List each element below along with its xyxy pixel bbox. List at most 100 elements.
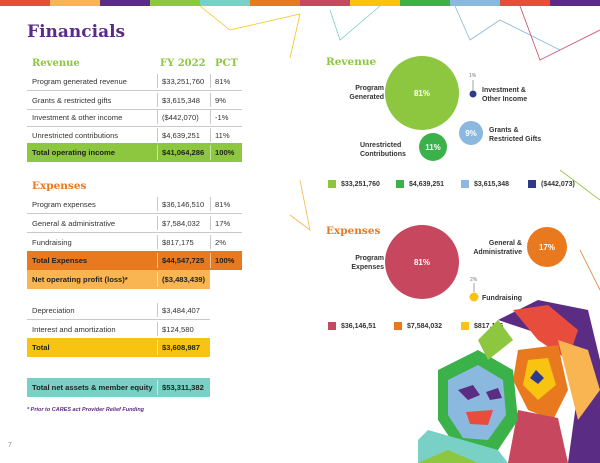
legend-item: $36,146,51 — [328, 322, 376, 330]
row-label: Grants & restricted gifts — [32, 96, 112, 105]
bubble-pct-label: 2% — [470, 277, 478, 283]
expense-row: General & administrative $7,584,032 17% — [27, 214, 242, 233]
legend-label: $4,639,251 — [409, 180, 445, 188]
row-pct: 17% — [215, 219, 231, 228]
revenue-chart-title: Revenue — [326, 56, 377, 68]
row-amount: $44,547,725 — [162, 256, 205, 265]
row-amount: $3,484,407 — [162, 306, 201, 315]
bubble-name-label: Program Expenses — [351, 255, 384, 271]
row-label: Program expenses — [32, 200, 96, 209]
row-amount: $4,639,251 — [162, 131, 201, 140]
row-pct: 81% — [215, 200, 231, 209]
footnote: * Prior to CARES act Provider Relief Fun… — [27, 407, 145, 413]
legend-label: $36,146,51 — [341, 322, 377, 330]
legend-label: ($442,073) — [541, 180, 575, 188]
expenses-bubble-fundraising — [469, 292, 479, 302]
row-amount: $33,251,760 — [162, 77, 205, 86]
row-amount: ($442,070) — [162, 113, 199, 122]
row-amount: $124,580 — [162, 325, 194, 334]
bubble-pct-label: 9% — [465, 129, 477, 138]
row-amount: $3,615,348 — [162, 96, 201, 105]
other-expense-row: Depreciation $3,484,407 — [27, 301, 210, 320]
other-total-row: Total $3,608,987 — [27, 338, 210, 357]
row-label: Total Expenses — [32, 256, 88, 265]
legend-label: $7,584,032 — [407, 322, 443, 330]
row-amount: $7,584,032 — [162, 219, 201, 228]
row-amount: $41,064,286 — [162, 148, 205, 157]
row-label: Total net assets & member equity — [32, 383, 153, 392]
row-label: Total operating income — [32, 148, 115, 157]
row-pct: -1% — [215, 113, 229, 122]
row-label: Total — [32, 343, 50, 352]
row-label: Net operating profit (loss)* — [32, 275, 128, 284]
bubble-pct-label: 17% — [538, 243, 555, 252]
revenue-bubble-investment — [469, 90, 477, 98]
bubble-pct-label: 11% — [425, 143, 441, 152]
row-amount: $53,311,382 — [162, 383, 204, 392]
bubble-pct-label: 81% — [413, 89, 430, 98]
legend-label: $817,175 — [474, 322, 504, 330]
row-amount: ($3,483,439) — [162, 275, 206, 284]
bubble-pct-label: 81% — [413, 258, 430, 267]
legend-swatch — [328, 180, 336, 188]
expenses-table-heading: Expenses — [32, 180, 87, 192]
bubble-name-label: Program Generated — [349, 85, 384, 101]
fy-column-heading: FY 2022 — [160, 58, 206, 69]
legend-swatch — [396, 180, 404, 188]
bubble-pct-label: 1% — [469, 73, 477, 79]
legend-item: $3,615,348 — [461, 180, 509, 188]
decorative-color-band — [0, 0, 600, 6]
row-label: Depreciation — [32, 306, 75, 315]
row-label: General & administrative — [32, 219, 116, 228]
row-pct: 100% — [215, 148, 235, 157]
row-label: Fundraising — [32, 238, 72, 247]
revenue-row: Investment & other income ($442,070) -1% — [27, 108, 242, 127]
legend-label: $3,615,348 — [474, 180, 510, 188]
row-label: Unrestricted contributions — [32, 131, 119, 140]
net-operating-row: Net operating profit (loss)* ($3,483,439… — [27, 270, 210, 289]
revenue-total-row: Total operating income $41,064,286 100% — [27, 143, 242, 162]
legend-swatch — [394, 322, 402, 330]
revenue-row: Program generated revenue $33,251,760 81… — [27, 72, 242, 91]
legend-item: $4,639,251 — [396, 180, 444, 188]
legend-item: ($442,073) — [528, 180, 575, 188]
revenue-row: Grants & restricted gifts $3,615,348 9% — [27, 91, 242, 110]
expenses-total-row: Total Expenses $44,547,725 100% — [27, 251, 242, 270]
bubble-name-label: Unrestricted Contributions — [360, 142, 406, 158]
legend-item: $7,584,032 — [394, 322, 442, 330]
row-label: Program generated revenue — [32, 77, 127, 86]
row-pct: 9% — [215, 96, 226, 105]
row-amount: $817,175 — [162, 238, 194, 247]
pop-art-portrait-illustration — [418, 300, 600, 463]
row-pct: 2% — [215, 238, 226, 247]
row-label: Investment & other income — [32, 113, 123, 122]
legend-swatch — [328, 322, 336, 330]
net-assets-row: Total net assets & member equity $53,311… — [27, 378, 210, 397]
row-label: Interest and amortization — [32, 325, 116, 334]
page-title: Financials — [27, 22, 126, 42]
legend-item: $817,175 — [461, 322, 503, 330]
legend-swatch — [528, 180, 536, 188]
row-amount: $3,608,987 — [162, 343, 201, 352]
row-pct: 11% — [215, 131, 230, 140]
pct-column-heading: PCT — [215, 58, 238, 69]
page-number: 7 — [8, 442, 12, 449]
revenue-bubble-program-generated — [385, 56, 459, 130]
expenses-bubble-program — [385, 225, 459, 299]
legend-label: $33,251,760 — [341, 180, 380, 188]
row-pct: 81% — [215, 77, 231, 86]
legend-swatch — [461, 322, 469, 330]
row-amount: $36,146,510 — [162, 200, 205, 209]
bubble-name-label: Fundraising — [482, 295, 523, 302]
legend-item: $33,251,760 — [328, 180, 380, 188]
expenses-bubble-general — [527, 227, 567, 267]
revenue-bubble-grants — [459, 121, 483, 145]
revenue-bubble-unrestricted — [419, 133, 447, 161]
legend-swatch — [461, 180, 469, 188]
expenses-chart-title: Expenses — [326, 225, 381, 237]
bubble-name-label: Grants & Restricted Gifts — [489, 127, 542, 143]
bubble-name-label: General & Administrative — [473, 240, 522, 256]
row-pct: 100% — [215, 256, 235, 265]
